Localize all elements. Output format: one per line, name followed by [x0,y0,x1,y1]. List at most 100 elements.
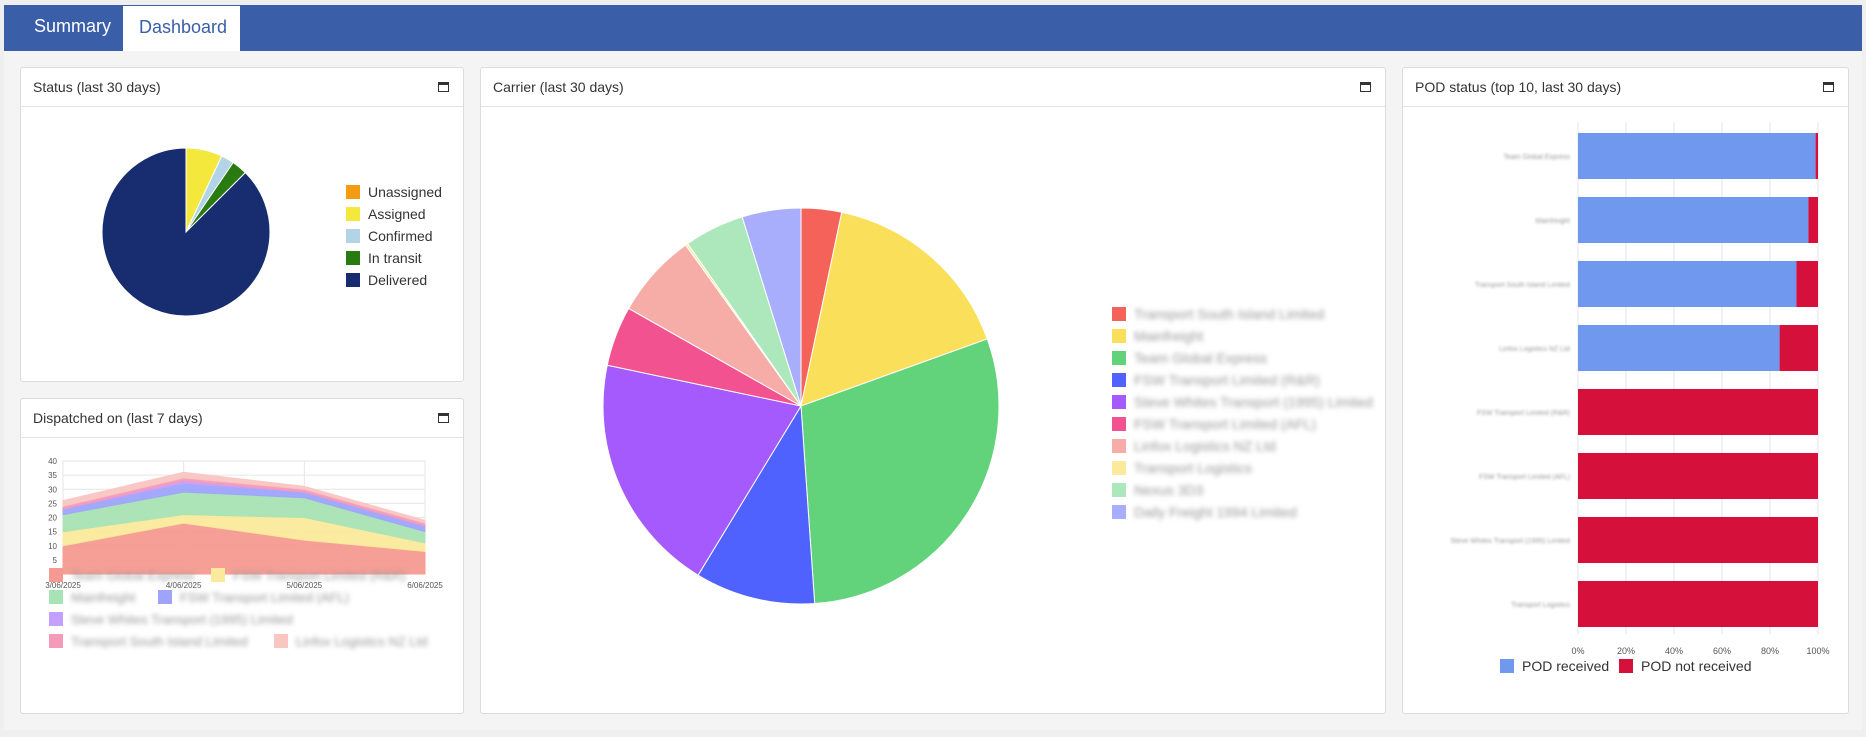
legend-item[interactable]: FSW Transport Limited (AFL) [1112,416,1316,432]
y-tick-label: 5 [53,556,58,565]
legend-item[interactable]: Daily Freight 1994 Limited [1112,504,1297,520]
y-tick-label: 30 [48,485,57,494]
dispatched-area-chart: 05101520253035403/06/20254/06/20255/06/2… [45,457,443,590]
legend-item[interactable]: Transport Logistics [1112,460,1252,476]
pod-bar-segment[interactable] [1578,453,1818,499]
minimize-icon[interactable] [438,413,449,423]
y-category-label: Transport Logistics [1511,602,1570,609]
legend-item[interactable]: Team Global Express [49,568,195,583]
legend-item[interactable]: Mainfreight [1112,328,1203,344]
legend-label: Confirmed [368,228,433,244]
legend-swatch [346,207,360,221]
y-category-label: FSW Transport Limited (AFL) [1479,474,1570,481]
legend-item[interactable]: Linfox Logistics NZ Ltd [274,634,428,649]
legend-label: FSW Transport Limited (AFL) [180,590,350,605]
status-panel-header: Status (last 30 days) [21,68,463,107]
pod-bar-segment[interactable] [1578,261,1797,307]
legend-swatch [1112,439,1126,453]
tab-dashboard[interactable]: Dashboard [123,6,240,51]
minimize-icon[interactable] [1823,82,1834,92]
y-tick-label: 25 [48,499,57,508]
legend-item[interactable]: FSW Transport Limited (AFL) [158,590,349,605]
legend-swatch [346,185,360,199]
pod-bar-segment[interactable] [1578,325,1780,371]
tab-summary[interactable]: Summary [34,16,112,36]
y-tick-label: 20 [48,514,57,523]
pod-bar-segment[interactable] [1796,261,1818,307]
legend-label: Nexus 3D3 [1134,482,1204,498]
carrier-panel: Carrier (last 30 days) Transport South I… [480,67,1386,714]
x-tick-label: 100% [1806,646,1829,656]
pod-bar-chart: 0% 20% 40% 60% 80% 100% Team Global Express Mai… [1451,122,1830,656]
status-panel-title: Status (last 30 days) [33,79,161,95]
legend-item[interactable]: Transport South Island Limited [1112,306,1324,322]
legend-swatch [1500,659,1514,673]
pie-slice-2[interactable] [800,338,1000,605]
legend-item[interactable]: Mainfreight [49,590,135,605]
y-tick-label: 10 [48,542,57,551]
legend-swatch [49,590,63,604]
legend-label: Transport South Island Limited [71,634,248,649]
dashboard-content: Status (last 30 days) Unassigned Assigned… [4,51,1862,730]
legend-swatch [1112,505,1126,519]
legend-item[interactable]: Nexus 3D3 [1112,482,1203,498]
legend-label: Team Global Express [1134,350,1268,366]
pod-bar-segment[interactable] [1578,133,1816,179]
pod-panel-header: POD status (top 10, last 30 days) [1403,68,1848,107]
pod-bar-segment[interactable] [1578,517,1818,563]
pie-slice-9[interactable] [741,207,802,407]
minimize-icon[interactable] [1360,82,1371,92]
legend-item[interactable]: Steve Whites Transport (1995) Limited [49,612,293,627]
legend-item-delivered[interactable]: Delivered [346,272,427,288]
carrier-panel-header: Carrier (last 30 days) [481,68,1385,107]
legend-item[interactable]: Steve Whites Transport (1995) Limited [1112,394,1373,410]
area-series[interactable] [62,471,426,524]
legend-item[interactable]: Linfox Logistics NZ Ltd [1112,438,1276,454]
pod-bar-segment[interactable] [1578,197,1809,243]
legend-swatch [1112,307,1126,321]
carrier-pie-chart [602,207,1000,605]
y-category-label: Linfox Logistics NZ Ltd [1499,346,1570,353]
pod-bar-segment[interactable] [1578,389,1818,435]
legend-item[interactable]: Team Global Express [1112,350,1267,366]
x-tick-label: 80% [1761,646,1779,656]
y-category-label: Steve Whites Transport (1995) Limited [1451,538,1571,545]
pie-slice-4[interactable] [602,364,802,576]
legend-label: Linfox Logistics NZ Ltd [296,634,428,649]
pod-bar-segment[interactable] [1808,197,1818,243]
legend-label: FSW Transport Limited (AFL) [1134,416,1317,432]
legend-item[interactable]: Transport South Island Limited [49,634,248,649]
legend-label: POD not received [1641,658,1752,674]
legend-item[interactable]: FSW Transport Limited (R&R) [1112,372,1320,388]
legend-swatch [1112,461,1126,475]
legend-swatch [346,273,360,287]
x-tick-label: 40% [1665,646,1683,656]
pod-bar-segment[interactable] [1578,581,1818,627]
legend-swatch [211,568,225,582]
legend-swatch [49,612,63,626]
legend-item-in-transit[interactable]: In transit [346,250,422,266]
legend-item-confirmed[interactable]: Confirmed [346,228,433,244]
legend-swatch [158,590,172,604]
legend-label: Steve Whites Transport (1995) Limited [1134,394,1373,410]
x-tick-label: 0% [1571,646,1584,656]
legend-item[interactable]: POD not received [1619,658,1752,674]
pod-panel: POD status (top 10, last 30 days) 0% 20% 4… [1402,67,1849,714]
legend-item-assigned[interactable]: Assigned [346,206,426,222]
pod-bar-segment[interactable] [1779,325,1818,371]
pie-slice-1[interactable] [800,211,988,407]
legend-item-unassigned[interactable]: Unassigned [346,184,442,200]
x-tick-label: 20% [1617,646,1635,656]
pie-slice-4[interactable] [101,147,271,317]
status-panel: Status (last 30 days) Unassigned Assigned… [20,67,464,382]
legend-item[interactable]: FSW Transport Limited (R&R) [211,568,406,583]
legend-label: Transport Logistics [1134,460,1252,476]
legend-swatch [1112,395,1126,409]
tab-bar: Summary Dashboard [4,5,1862,51]
pod-bar-segment[interactable] [1815,133,1818,179]
pie-slice-3[interactable] [697,404,816,605]
minimize-icon[interactable] [438,82,449,92]
dispatched-panel: Dispatched on (last 7 days) 051015202530… [20,398,464,714]
legend-item[interactable]: POD received [1500,658,1609,674]
y-tick-label: 35 [48,471,57,480]
